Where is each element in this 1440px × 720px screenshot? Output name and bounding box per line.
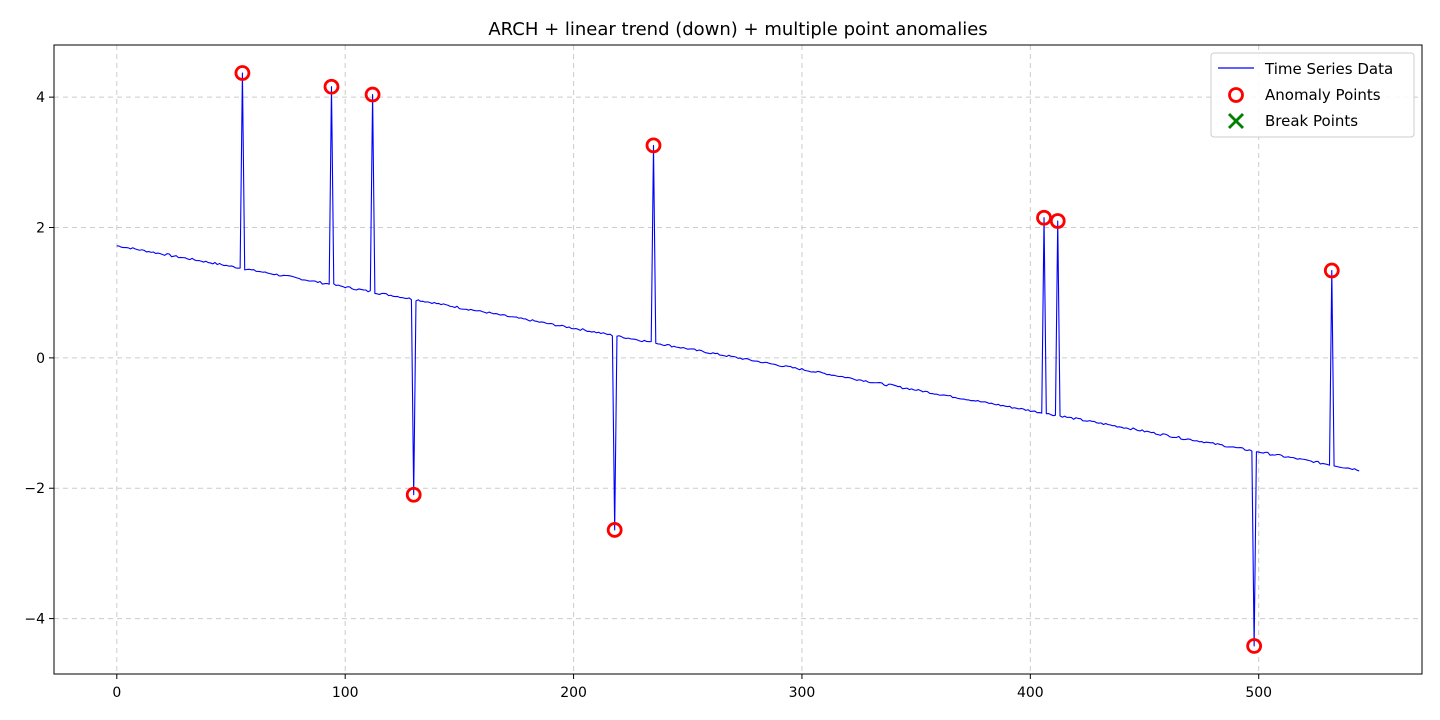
legend-label-break: Break Points (1265, 112, 1358, 130)
anomaly-point (606, 522, 623, 538)
plot-area-frame (53, 44, 1423, 675)
x-tick-label: 100 (332, 685, 359, 701)
legend-label-anomaly: Anomaly Points (1265, 86, 1381, 104)
anomaly-point (323, 78, 340, 95)
y-tick-label: 4 (36, 90, 45, 106)
series-line-time-series (116, 72, 1360, 647)
legend-circle-swatch (1228, 87, 1244, 103)
legend-box (1210, 52, 1415, 138)
anomaly-point (405, 486, 422, 503)
series-layer (116, 72, 1360, 647)
x-tick-label: 300 (789, 685, 816, 701)
legend-label-time-series: Time Series Data (1264, 60, 1393, 78)
anomaly-point (645, 137, 662, 154)
grid-lines (54, 45, 1422, 674)
anomaly-point (364, 86, 381, 103)
x-tick-label: 500 (1245, 685, 1272, 701)
anomaly-point (1323, 262, 1340, 279)
y-tick-label: −4 (24, 612, 45, 628)
anomaly-point (234, 65, 251, 81)
legend-x-swatch (1228, 113, 1244, 129)
anomaly-point (1049, 213, 1066, 229)
x-tick-label: 200 (560, 685, 587, 701)
x-tick-label: 0 (112, 685, 121, 701)
y-tick-label: 0 (36, 351, 45, 367)
x-tick-label: 400 (1017, 685, 1044, 701)
legend: Time Series Data Anomaly Points Break Po… (1210, 52, 1415, 138)
anomaly-point (1036, 209, 1052, 226)
chart-title: ARCH + linear trend (down) + multiple po… (488, 19, 987, 40)
anomaly-point (1246, 638, 1263, 654)
y-tick-label: −2 (24, 481, 45, 497)
axis-ticks: 0 100 200 300 400 500 −4 −2 0 2 4 (24, 90, 1272, 701)
anomaly-markers (234, 65, 1340, 654)
y-tick-label: 2 (36, 221, 45, 237)
